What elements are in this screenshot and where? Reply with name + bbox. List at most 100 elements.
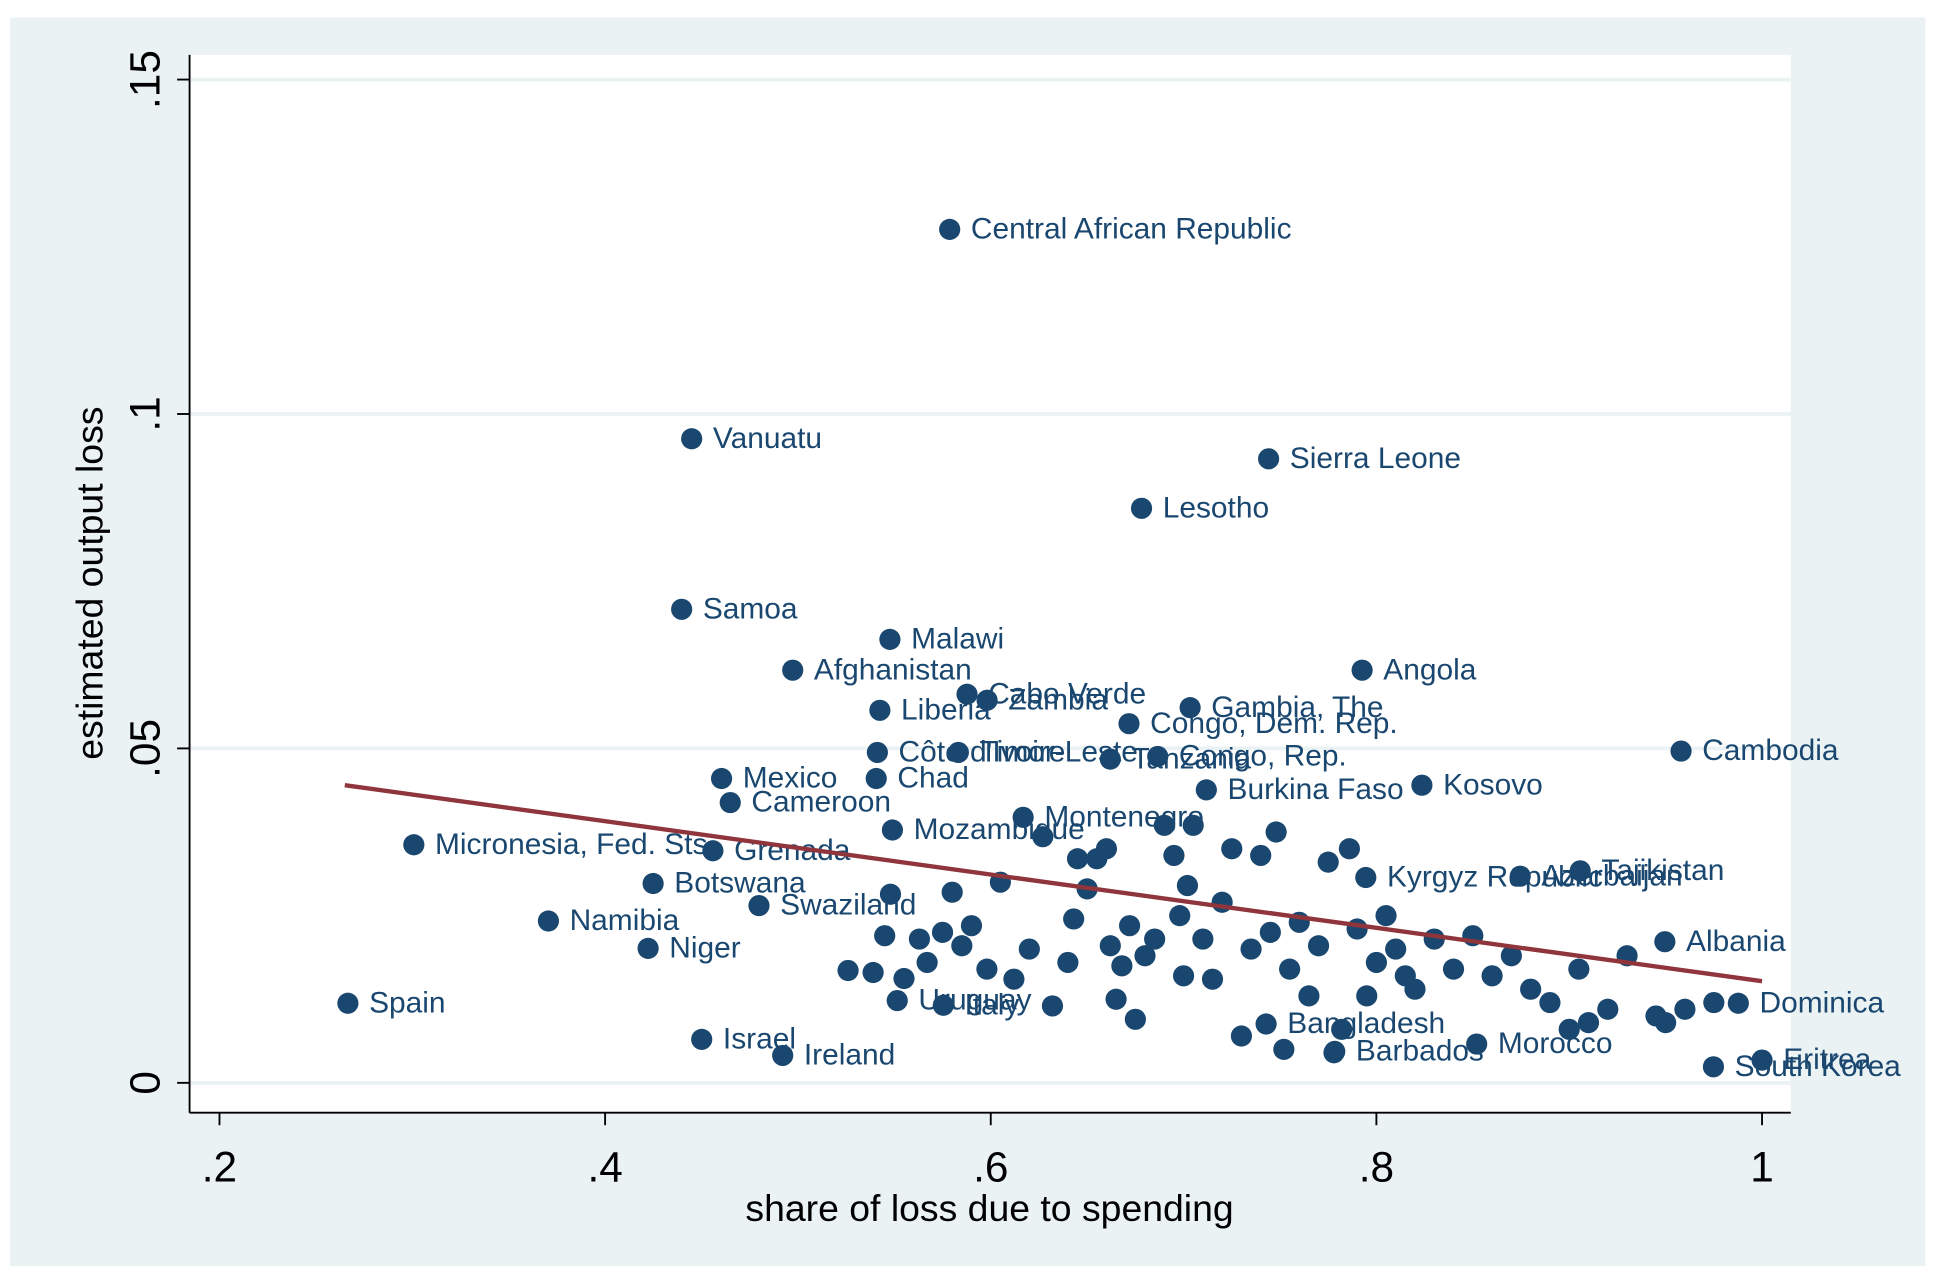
point xyxy=(1654,931,1676,953)
point xyxy=(881,819,904,841)
point xyxy=(1265,821,1287,843)
point xyxy=(886,989,908,1012)
point xyxy=(1144,928,1166,950)
point-label: Angola xyxy=(1383,653,1476,686)
point xyxy=(1273,1038,1295,1060)
point-label: Italy xyxy=(965,988,1020,1021)
point-label: Zambia xyxy=(1008,683,1108,716)
point xyxy=(337,992,359,1014)
ticks: 0 .05 .1 .15 .2 .4 .6 .8 1 xyxy=(122,50,1774,1190)
point-label: Bangladesh xyxy=(1287,1007,1445,1040)
point xyxy=(748,895,770,917)
point xyxy=(956,683,978,705)
x-tick-label: .6 xyxy=(973,1143,1008,1190)
point xyxy=(1481,965,1503,987)
point xyxy=(1118,915,1141,937)
point xyxy=(865,767,887,790)
point xyxy=(1063,908,1085,930)
x-tick-label: 1 xyxy=(1750,1143,1774,1190)
point-label: Namibia xyxy=(570,904,680,937)
point xyxy=(1375,905,1397,927)
fit-line xyxy=(344,783,1763,984)
point xyxy=(976,958,998,980)
point xyxy=(1317,851,1339,873)
x-tick-label: .8 xyxy=(1359,1143,1394,1190)
point xyxy=(1569,860,1591,882)
point xyxy=(1169,905,1191,927)
point xyxy=(1201,968,1224,990)
point xyxy=(671,598,693,620)
point xyxy=(1331,1018,1353,1040)
point-label: Malawi xyxy=(911,623,1004,656)
point xyxy=(1500,945,1522,967)
point-label: Ireland xyxy=(804,1039,895,1072)
marks: Central African Republic Vanuatu Sierra Le… xyxy=(337,213,1901,1083)
point xyxy=(1674,998,1696,1020)
point-label: Grenada xyxy=(734,834,851,867)
point-label: Morocco xyxy=(1498,1027,1613,1060)
point-label: Spain xyxy=(369,986,445,1019)
point xyxy=(1670,740,1692,762)
point xyxy=(1192,928,1214,950)
point xyxy=(537,910,560,932)
point xyxy=(1338,838,1360,860)
point xyxy=(1182,814,1204,836)
point xyxy=(1111,955,1133,977)
point xyxy=(1466,1033,1488,1055)
point xyxy=(866,741,888,764)
point xyxy=(862,961,884,984)
point xyxy=(1558,1018,1580,1040)
point xyxy=(951,935,973,957)
point xyxy=(1655,1012,1677,1034)
point-label: Congo, Dem. Rep. xyxy=(1150,707,1398,740)
point xyxy=(837,959,859,982)
point-label: Lesotho xyxy=(1163,491,1269,524)
grid xyxy=(189,77,1791,1085)
point xyxy=(1404,978,1426,1000)
point xyxy=(1018,938,1040,960)
point-label: Mozambique xyxy=(914,813,1085,846)
point-label: Dominica xyxy=(1760,986,1885,1019)
point xyxy=(1172,965,1195,987)
point-label: Micronesia, Fed. Sts. xyxy=(435,828,716,861)
point xyxy=(1727,992,1749,1014)
point xyxy=(1105,988,1127,1010)
point xyxy=(1597,998,1619,1020)
point xyxy=(1577,1012,1600,1034)
point-label: South Korea xyxy=(1735,1050,1902,1083)
point-label: Sierra Leone xyxy=(1290,442,1461,475)
point xyxy=(1099,935,1121,957)
point xyxy=(1130,497,1153,519)
point xyxy=(1124,1008,1146,1030)
point xyxy=(702,840,724,862)
point xyxy=(893,967,915,990)
point-label: Congo, Rep. xyxy=(1179,740,1347,773)
point xyxy=(869,699,891,721)
point xyxy=(1147,745,1169,768)
point xyxy=(932,994,954,1016)
point xyxy=(1702,1056,1725,1078)
point xyxy=(916,951,938,974)
point xyxy=(1195,779,1217,801)
point xyxy=(1153,814,1175,836)
point-label: Barbados xyxy=(1356,1035,1484,1068)
point xyxy=(1703,991,1725,1014)
point xyxy=(1179,697,1201,719)
point xyxy=(1041,995,1064,1017)
point-label: Mexico xyxy=(743,762,838,795)
point xyxy=(1255,1013,1277,1035)
y-axis-title: estimated output loss xyxy=(68,407,110,760)
point xyxy=(1221,838,1243,860)
point xyxy=(1539,991,1561,1014)
point xyxy=(1118,713,1140,735)
point xyxy=(772,1044,794,1067)
point xyxy=(1012,806,1034,828)
point-label: Eritrea xyxy=(1783,1043,1871,1076)
point xyxy=(1134,945,1156,967)
point xyxy=(1003,968,1025,990)
point xyxy=(719,792,741,814)
point xyxy=(1568,958,1590,980)
point xyxy=(1176,874,1199,897)
point xyxy=(1509,865,1531,887)
